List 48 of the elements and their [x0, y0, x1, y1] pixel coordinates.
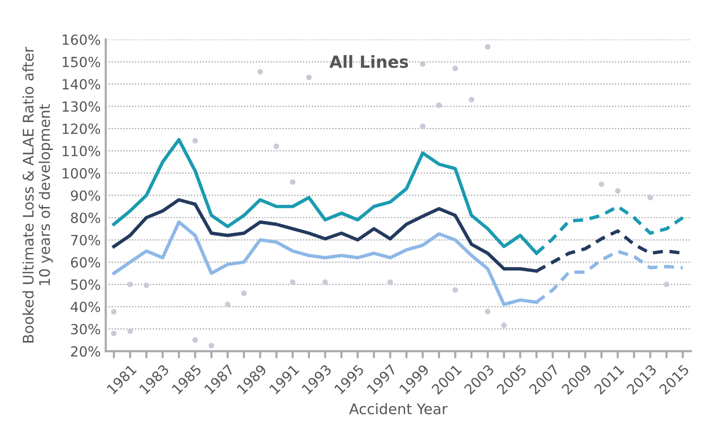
point — [208, 342, 214, 348]
point — [420, 61, 426, 67]
y-tick-label: 80% — [70, 212, 100, 224]
y-tick-label: 150% — [62, 56, 100, 68]
y-tick-label: 20% — [71, 346, 100, 357]
y-tick-label: 100% — [62, 168, 100, 179]
y-tick-label: 160% — [62, 34, 100, 45]
y-tick-label: 140% — [62, 79, 100, 90]
point — [452, 287, 458, 293]
y-tick-label: 40% — [70, 302, 100, 312]
point — [144, 282, 150, 288]
point — [614, 188, 621, 194]
text: All Lines — [329, 55, 408, 68]
point — [322, 279, 328, 285]
point — [111, 330, 117, 336]
point — [127, 282, 133, 288]
y-tick-label: 50% — [71, 279, 100, 290]
point — [647, 194, 654, 200]
point — [436, 102, 442, 108]
point — [501, 322, 507, 328]
y-tick-label: 70% — [71, 234, 100, 246]
point — [192, 337, 198, 343]
y-tick-label: 130% — [62, 101, 100, 112]
y-tick-label: 30% — [71, 324, 100, 334]
point — [224, 302, 230, 308]
point — [111, 309, 117, 315]
y-axis-title: Booked Ultimate Loss & ALAE Ratio after 10 years of development — [22, 46, 53, 342]
point — [452, 66, 458, 72]
point — [192, 138, 198, 144]
y-tick-label: 90% — [70, 190, 100, 201]
x-axis-title: Accident Year — [349, 403, 448, 414]
point — [290, 179, 296, 185]
point — [127, 328, 133, 334]
point — [306, 74, 312, 80]
point — [664, 282, 670, 288]
y-tick-label: 60% — [70, 257, 100, 268]
y-tick-label: 110% — [62, 146, 100, 156]
point — [257, 69, 263, 75]
point — [484, 44, 490, 50]
point — [420, 124, 426, 130]
point — [468, 96, 474, 102]
point — [598, 181, 604, 187]
point — [387, 279, 393, 285]
point — [290, 279, 296, 285]
y-tick-label: 120% — [62, 124, 100, 134]
point — [484, 308, 490, 314]
point — [241, 290, 247, 296]
point — [274, 144, 280, 150]
